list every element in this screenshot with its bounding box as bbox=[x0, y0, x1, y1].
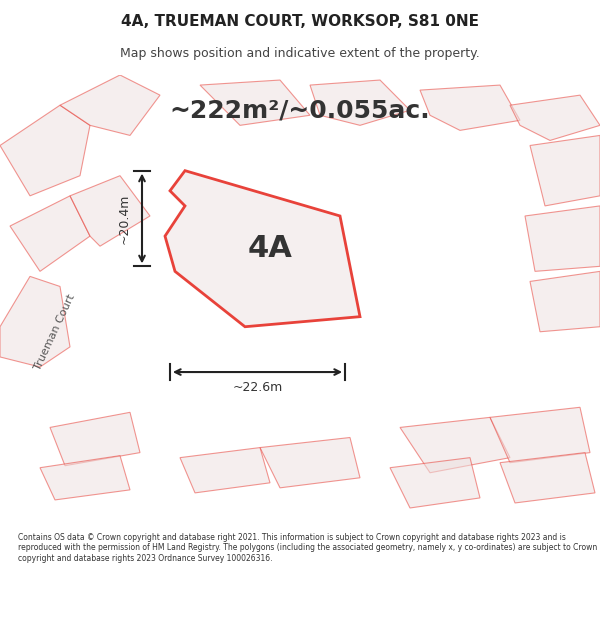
Text: ~222m²/~0.055ac.: ~222m²/~0.055ac. bbox=[170, 98, 430, 122]
Text: Trueman Court: Trueman Court bbox=[33, 292, 77, 371]
Polygon shape bbox=[200, 80, 310, 126]
Polygon shape bbox=[70, 176, 150, 246]
Polygon shape bbox=[180, 448, 270, 493]
Polygon shape bbox=[500, 452, 595, 503]
Polygon shape bbox=[310, 80, 410, 126]
Text: Map shows position and indicative extent of the property.: Map shows position and indicative extent… bbox=[120, 48, 480, 61]
Text: Contains OS data © Crown copyright and database right 2021. This information is : Contains OS data © Crown copyright and d… bbox=[18, 533, 597, 562]
Text: ~20.4m: ~20.4m bbox=[118, 193, 131, 244]
Polygon shape bbox=[420, 85, 520, 131]
Polygon shape bbox=[530, 136, 600, 206]
Polygon shape bbox=[0, 105, 90, 196]
Polygon shape bbox=[400, 418, 510, 472]
Polygon shape bbox=[165, 171, 360, 327]
Polygon shape bbox=[0, 276, 70, 367]
Polygon shape bbox=[50, 412, 140, 466]
Polygon shape bbox=[60, 75, 160, 136]
Polygon shape bbox=[260, 438, 360, 488]
Text: 4A: 4A bbox=[248, 234, 292, 262]
Polygon shape bbox=[490, 408, 590, 462]
Polygon shape bbox=[10, 196, 90, 271]
Polygon shape bbox=[510, 95, 600, 141]
Text: 4A, TRUEMAN COURT, WORKSOP, S81 0NE: 4A, TRUEMAN COURT, WORKSOP, S81 0NE bbox=[121, 14, 479, 29]
Polygon shape bbox=[390, 458, 480, 508]
Text: ~22.6m: ~22.6m bbox=[232, 381, 283, 394]
Polygon shape bbox=[525, 206, 600, 271]
Polygon shape bbox=[40, 456, 130, 500]
Polygon shape bbox=[530, 271, 600, 332]
